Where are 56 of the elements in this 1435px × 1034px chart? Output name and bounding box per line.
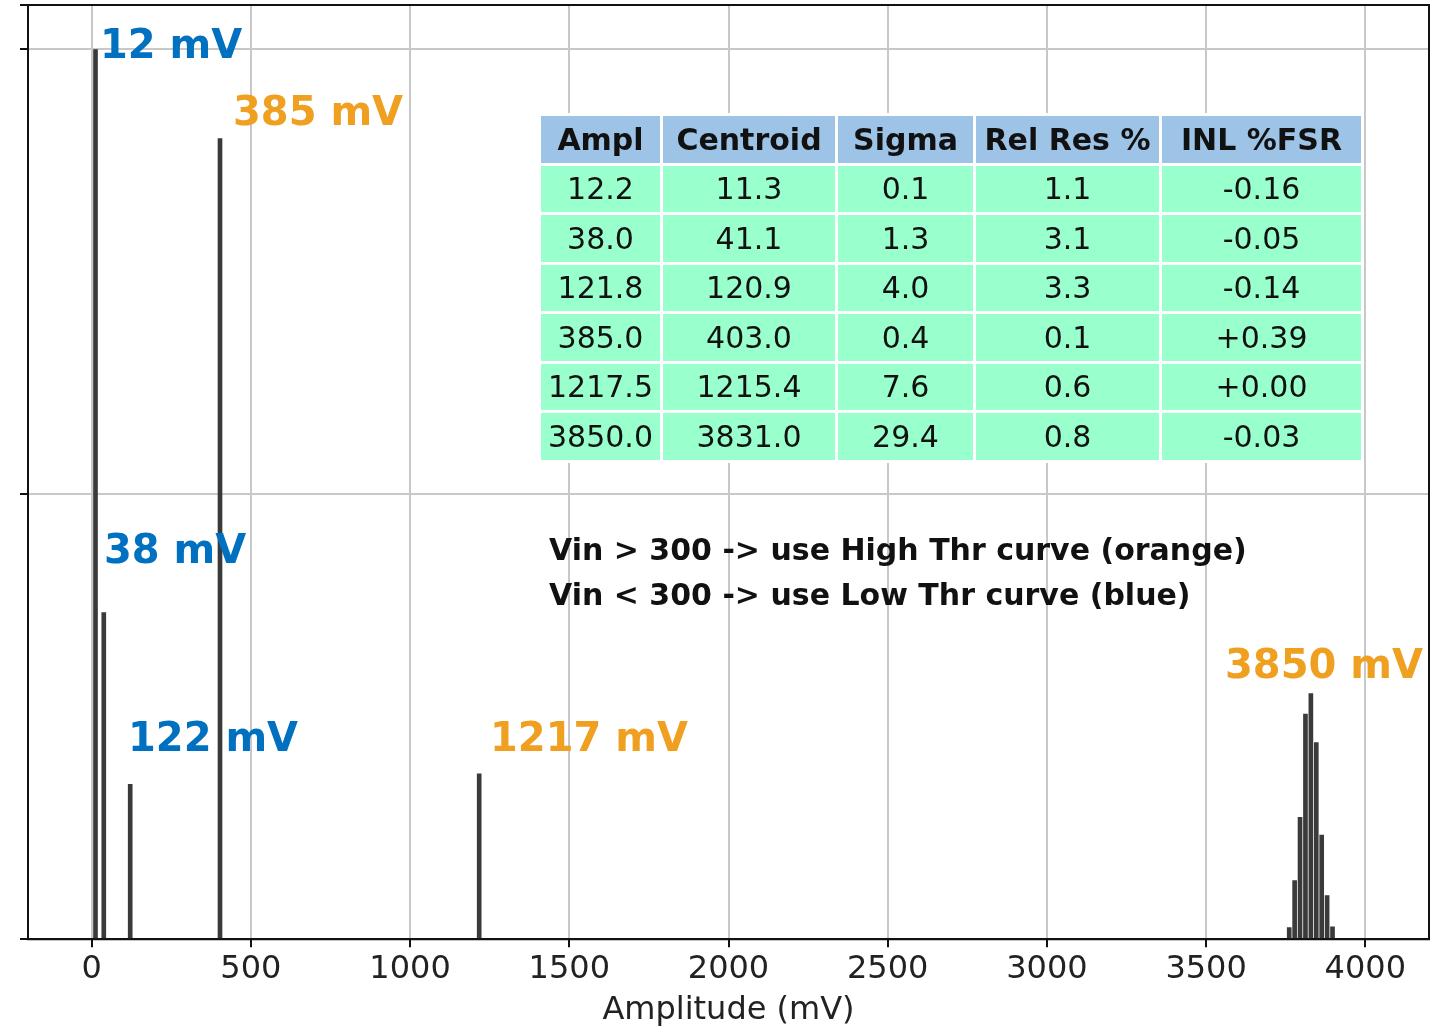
annotation: 7.6 [836, 362, 975, 412]
annotation: 1.3 [836, 213, 975, 263]
annotation: 29.4 [836, 411, 975, 461]
annotation: 3.1 [974, 213, 1161, 263]
annotation: 0.4 [836, 312, 975, 362]
annotation: 0.1 [836, 164, 975, 214]
x-tick-label: 3500 [1165, 947, 1247, 986]
annotation: 41.1 [661, 213, 837, 263]
annotation: 11.3 [661, 164, 837, 214]
annotation: Vin < 300 -> use Low Thr curve (blue) [549, 576, 1191, 614]
annotation: 121.8 [539, 263, 662, 313]
annotation: 1.1 [974, 164, 1161, 214]
x-tick-label: 500 [220, 947, 282, 986]
bar [476, 773, 482, 939]
annotation: 0.8 [974, 411, 1161, 461]
x-tick-label: 1000 [369, 947, 451, 986]
annotation: +0.39 [1160, 312, 1363, 362]
annotation: 403.0 [661, 312, 837, 362]
annotation: 3850 mV [1225, 640, 1423, 688]
x-tick-label: 2500 [846, 947, 929, 986]
annotation: 3.3 [974, 263, 1161, 313]
annotation: 0.1 [974, 312, 1161, 362]
annotation: -0.16 [1160, 164, 1363, 214]
annotation: 4.0 [836, 263, 975, 313]
annotation: 120.9 [661, 263, 837, 313]
x-tick-label: 0 [81, 947, 102, 986]
annotation: 1217 mV [490, 713, 688, 761]
annotation: 3850.0 [539, 411, 662, 461]
annotation: +0.00 [1160, 362, 1363, 412]
x-tick-label: 4000 [1324, 947, 1407, 986]
x-tick-label: 1500 [528, 947, 611, 986]
x-axis-title: Amplitude (mV) [602, 989, 855, 1028]
annotation: Vin > 300 -> use High Thr curve (orange) [549, 531, 1247, 569]
annotation: -0.03 [1160, 411, 1363, 461]
bar [101, 612, 107, 939]
annotation: Sigma [836, 114, 975, 164]
annotation: 385 mV [233, 87, 404, 135]
annotation: Ampl [539, 114, 662, 164]
annotation: 122 mV [128, 713, 299, 761]
annotation: -0.05 [1160, 213, 1363, 263]
annotation: 0.6 [974, 362, 1161, 412]
annotation: 38.0 [539, 213, 662, 263]
annotation: 3831.0 [661, 411, 837, 461]
annotation: 12.2 [539, 164, 662, 214]
annotation: 12 mV [100, 20, 243, 68]
annotation: -0.14 [1160, 263, 1363, 313]
annotation: Centroid [661, 114, 837, 164]
annotation: 1217.5 [539, 362, 662, 412]
annotation: 385.0 [539, 312, 662, 362]
annotation: Rel Res % [974, 114, 1161, 164]
annotation: 1215.4 [661, 362, 837, 412]
x-tick-label: 2000 [687, 947, 770, 986]
annotation: INL %FSR [1160, 114, 1363, 164]
bar [127, 784, 133, 939]
bar [93, 49, 98, 939]
x-tick-label: 3000 [1006, 947, 1088, 986]
